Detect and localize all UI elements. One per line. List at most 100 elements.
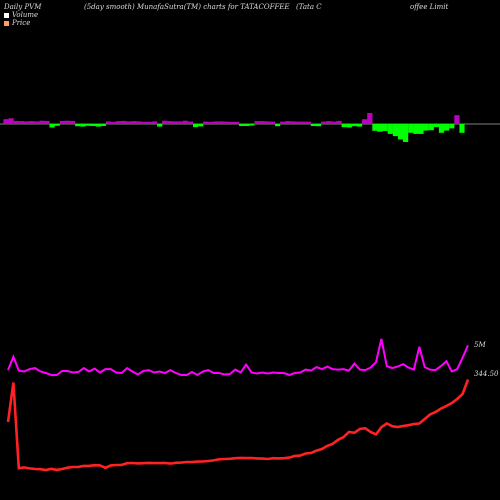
pvm-bar: [387, 124, 393, 134]
pvm-bar: [44, 120, 50, 124]
pvm-bar: [321, 121, 327, 124]
chart-label-left: Daily PVM: [4, 3, 42, 11]
pvm-bar: [203, 121, 209, 124]
series-lines: [6, 338, 470, 472]
pvm-bar: [29, 121, 35, 124]
pvm-bar: [75, 124, 81, 127]
pvm-bar: [187, 121, 193, 124]
legend-volume-label: Volume: [12, 11, 39, 19]
volume-bars: [3, 113, 465, 142]
pvm-bar: [59, 120, 65, 124]
pvm-bar: [346, 124, 352, 128]
pvm-bar: [105, 121, 112, 124]
pvm-bar: [418, 124, 424, 134]
pvm-bar: [341, 124, 347, 128]
pvm-bar: [310, 124, 316, 126]
pvm-bar: [336, 120, 342, 124]
pvm-bar: [70, 120, 76, 124]
pvm-bar: [146, 121, 153, 124]
pvm-bar: [331, 121, 337, 124]
pvm-bar: [223, 121, 229, 124]
pvm-bar: [126, 121, 132, 124]
pvm-bar: [259, 121, 265, 124]
pvm-bar: [413, 124, 419, 134]
pvm-bar: [423, 124, 429, 131]
pvm-bar: [351, 124, 357, 127]
pvm-bar: [90, 124, 96, 126]
legend-volume: Volume: [4, 11, 38, 19]
pvm-bar: [377, 124, 383, 132]
pvm-bar: [356, 124, 363, 127]
pvm-bar: [111, 121, 117, 124]
pvm-bar: [269, 121, 275, 124]
pvm-bar: [64, 120, 71, 124]
pvm-bar: [428, 124, 434, 131]
pvm-bar: [8, 118, 14, 124]
pvm-bar: [444, 124, 450, 131]
pvm-bar: [213, 121, 219, 124]
volume-line: [7, 338, 469, 377]
pvm-bar: [39, 120, 45, 124]
pvm-bar: [397, 124, 404, 140]
pvm-bar: [208, 121, 214, 124]
pvm-bar: [382, 124, 388, 131]
pvm-bar: [116, 121, 122, 124]
pvm-bar: [403, 124, 409, 142]
pvm-bar: [100, 124, 106, 126]
pvm-bar: [121, 120, 127, 124]
pvm-bar: [136, 121, 142, 124]
volume-end-label: 5M: [474, 341, 486, 349]
pvm-bar: [162, 120, 168, 124]
pvm-bar: [244, 124, 250, 126]
pvm-bar: [54, 124, 60, 126]
pvm-bar: [392, 124, 398, 137]
pvm-bar: [264, 121, 270, 124]
pvm-bar: [198, 124, 204, 127]
pvm-bar: [367, 113, 373, 124]
legend-price-label: Price: [12, 19, 31, 27]
pvm-bar: [239, 124, 245, 126]
pvm-bar: [305, 121, 311, 124]
pvm-bar: [290, 121, 296, 124]
pvm-bar: [326, 121, 332, 124]
legend-price-swatch: [4, 20, 9, 26]
pvm-bar: [141, 121, 147, 124]
pvm-bar: [408, 124, 414, 133]
price-line: [6, 379, 470, 472]
company-name-part-b: offee Limit: [410, 3, 449, 11]
pvm-bar: [157, 124, 163, 127]
pvm-bar: [249, 124, 255, 126]
pvm-bar: [80, 124, 86, 127]
pvm-bar: [285, 121, 291, 124]
pvm-bar: [177, 121, 183, 124]
pvm-bar: [372, 124, 378, 131]
pvm-bar: [433, 124, 439, 128]
pvm-bar: [193, 124, 199, 128]
pvm-bar: [218, 121, 224, 124]
pvm-bar: [85, 124, 91, 126]
pvm-bar: [315, 124, 322, 127]
chart-title: (5day smooth) MunafaSutra(TM) charts for…: [84, 3, 290, 11]
pvm-bar: [254, 121, 260, 124]
pvm-bar: [182, 120, 188, 124]
pvm-bar: [131, 121, 137, 124]
pvm-bar: [152, 121, 158, 124]
pvm-bar: [275, 124, 281, 127]
pvm-bar: [172, 121, 178, 124]
pvm-bar: [95, 124, 101, 127]
pvm-bar: [438, 124, 445, 133]
price-end-label: 344.50: [474, 370, 499, 378]
pvm-bar: [449, 124, 455, 129]
pvm-bar: [454, 115, 460, 124]
pvm-bar: [295, 121, 301, 124]
pvm-bar: [362, 119, 368, 124]
pvm-bar: [23, 121, 30, 124]
pvm-bar: [13, 120, 19, 124]
pvm-bar: [34, 121, 40, 124]
company-name-part-a: (Tata C: [296, 3, 322, 11]
pvm-bar: [49, 124, 55, 128]
pvm-bar: [228, 121, 234, 124]
pvm-bar: [459, 124, 465, 133]
pvm-bar: [167, 121, 173, 124]
